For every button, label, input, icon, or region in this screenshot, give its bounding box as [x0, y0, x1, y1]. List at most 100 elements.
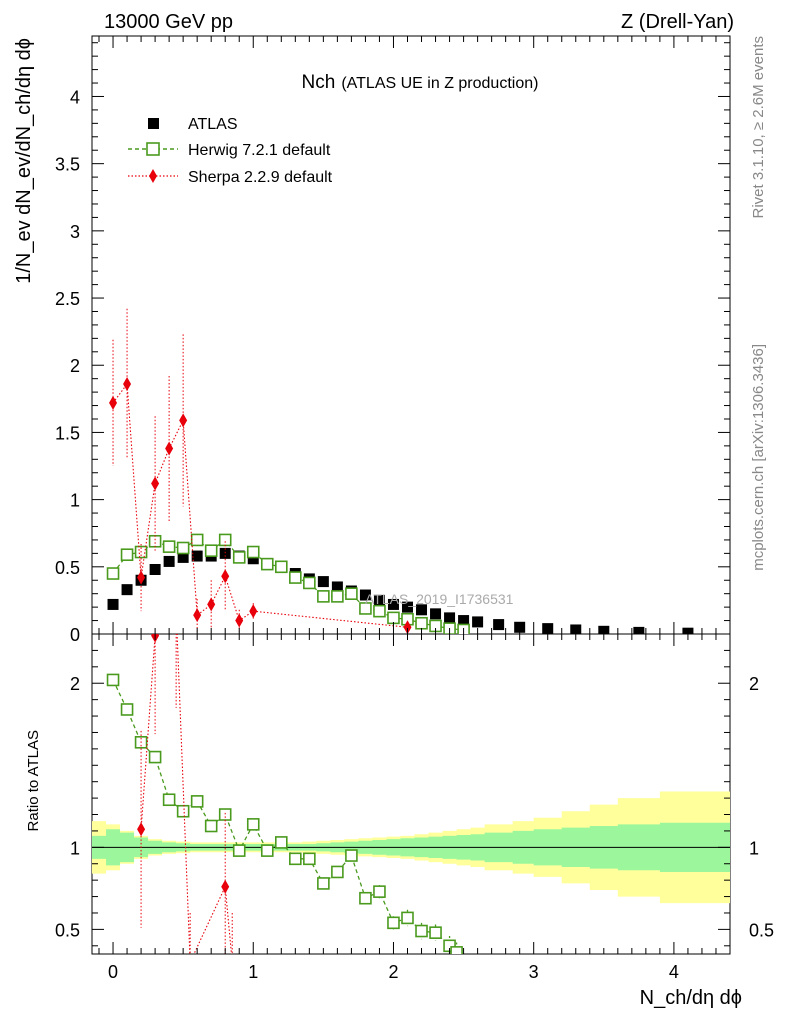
- herwig-point: [176, 541, 190, 555]
- legend-marker-sherpa: [149, 169, 157, 183]
- ratio-herwig-point: [429, 926, 442, 939]
- ratio-y-tick-label-left: 1: [70, 838, 80, 858]
- herwig-point: [387, 611, 400, 625]
- atlas-point: [430, 608, 442, 620]
- atlas-point: [191, 550, 203, 562]
- ratio-sherpa-point: [221, 879, 230, 894]
- y-tick-label-main: 2: [70, 356, 80, 376]
- chart-title-sub: (ATLAS UE in Z production): [341, 75, 538, 92]
- source-label: mcplots.cern.ch [arXiv:1306.3436]: [750, 344, 767, 571]
- herwig-point: [218, 533, 232, 547]
- atlas-point: [633, 626, 645, 634]
- atlas-point: [317, 576, 329, 588]
- ratio-herwig-point: [106, 673, 120, 687]
- herwig-point: [190, 533, 204, 547]
- ratio-herwig-point: [303, 852, 316, 866]
- y-tick-label-main: 1: [70, 491, 80, 511]
- ratio-herwig-line: [112, 679, 458, 953]
- ratio-herwig-point: [401, 911, 414, 925]
- atlas-point: [163, 555, 175, 567]
- herwig-point: [303, 576, 316, 590]
- y-tick-label-main: 4: [70, 87, 80, 107]
- sherpa-point: [221, 569, 230, 584]
- ratio-y-tick-label-right: 1: [749, 838, 759, 858]
- herwig-point: [148, 534, 162, 548]
- herwig-point: [289, 571, 302, 584]
- herwig-point: [359, 602, 372, 615]
- sherpa-point: [151, 476, 160, 491]
- herwig-point: [246, 545, 260, 559]
- atlas-point: [373, 594, 385, 606]
- ratio-y-tick-label-right: 0.5: [749, 920, 774, 940]
- herwig-point: [415, 616, 428, 630]
- atlas-point: [444, 612, 456, 624]
- atlas-point: [359, 589, 371, 601]
- atlas-point: [149, 563, 161, 575]
- herwig-point: [204, 544, 218, 557]
- y-axis-label-ratio: Ratio to ATLAS: [25, 730, 42, 831]
- ratio-herwig-point: [387, 916, 400, 930]
- sherpa-point: [207, 597, 216, 612]
- chart-title-main: Nch: [302, 72, 336, 93]
- ratio-herwig-point: [274, 836, 288, 849]
- chart-title: Nch (ATLAS UE in Z production): [302, 72, 539, 93]
- ratio-herwig-point: [260, 844, 274, 857]
- herwig-point: [331, 590, 344, 603]
- atlas-point: [493, 619, 505, 631]
- atlas-point: [458, 615, 470, 627]
- x-tick-label: 2: [388, 962, 398, 982]
- herwig-point: [260, 557, 274, 571]
- atlas-point: [416, 604, 428, 616]
- ratio-herwig-point: [450, 946, 463, 954]
- legend: ATLAS Herwig 7.2.1 default Sherpa 2.2.9 …: [128, 116, 333, 186]
- legend-label-atlas: ATLAS: [188, 116, 238, 133]
- ratio-herwig-point: [331, 865, 344, 879]
- atlas-point: [107, 598, 119, 610]
- sherpa-point: [403, 620, 412, 634]
- sherpa-point: [109, 395, 118, 410]
- y-tick-label-main: 3: [70, 222, 80, 242]
- y-tick-label-main: 2.5: [55, 289, 80, 309]
- sherpa-point: [123, 377, 132, 392]
- atlas-point: [387, 598, 399, 610]
- ratio-herwig-point: [317, 877, 330, 890]
- y-tick-label-main: 3.5: [55, 155, 80, 175]
- ratio-y-tick-label-left: 2: [70, 674, 80, 694]
- legend-marker-atlas: [148, 118, 159, 129]
- herwig-point: [120, 548, 134, 562]
- herwig-point: [373, 604, 386, 618]
- sherpa-point: [137, 570, 146, 585]
- y-axis-label-main: 1/N_ev dN_ev/dN_ch/dη dϕ: [13, 38, 35, 284]
- atlas-point: [331, 581, 343, 593]
- sherpa-point: [165, 441, 174, 456]
- header-right: Z (Drell-Yan): [621, 11, 734, 33]
- ratio-y-tick-label-right: 2: [749, 674, 759, 694]
- ratio-plot-frame: [91, 633, 731, 955]
- y-tick-label-main: 1.5: [55, 423, 80, 443]
- x-tick-label: 4: [669, 962, 679, 982]
- ratio-herwig-point: [120, 703, 134, 716]
- ratio-herwig-point: [289, 852, 302, 866]
- herwig-point: [232, 551, 246, 564]
- x-axis-label: N_ch/dη dϕ: [640, 987, 742, 1009]
- atlas-point: [401, 601, 413, 613]
- atlas-point: [514, 621, 526, 633]
- header-left: 13000 GeV pp: [104, 11, 233, 33]
- sherpa-point: [235, 613, 244, 628]
- ratio-herwig-point: [176, 804, 190, 818]
- atlas-point: [177, 551, 189, 563]
- ratio-herwig-point: [162, 793, 176, 807]
- legend-label-sherpa: Sherpa 2.2.9 default: [188, 169, 333, 186]
- ratio-sherpa-point: [186, 955, 194, 969]
- y-tick-label-main: 0: [70, 625, 80, 645]
- ratio-sherpa-point: [228, 955, 236, 969]
- sherpa-point: [249, 604, 258, 619]
- herwig-point: [274, 560, 288, 574]
- herwig-point: [162, 540, 176, 553]
- x-tick-label: 3: [529, 962, 539, 982]
- ratio-sherpa-point: [137, 822, 146, 837]
- herwig-point: [345, 587, 358, 600]
- atlas-point: [472, 616, 484, 628]
- ratio-herwig-point: [359, 891, 372, 905]
